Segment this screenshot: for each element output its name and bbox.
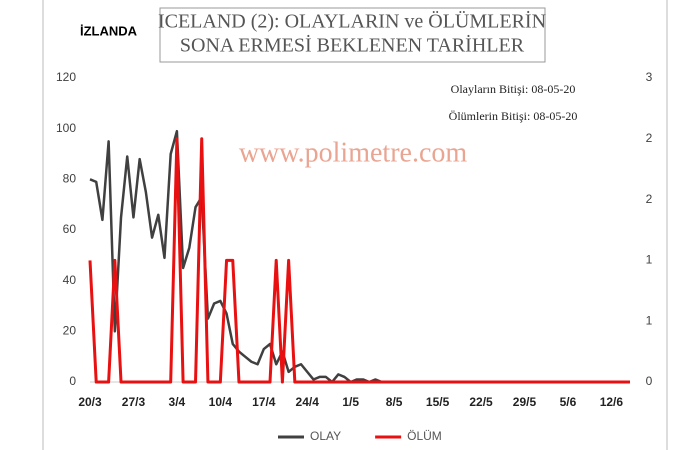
legend-label: OLAY: [310, 429, 341, 443]
y2-tick-label: 2: [646, 131, 653, 145]
x-tick-label: 20/3: [78, 395, 102, 409]
chart-title: SONA ERMESİ BEKLENEN TARİHLER: [180, 34, 525, 57]
x-tick-label: 15/5: [426, 395, 450, 409]
x-tick-label: 3/4: [169, 395, 186, 409]
y2-tick-label: 0: [646, 374, 653, 388]
watermark: www.polimetre.com: [239, 137, 468, 168]
y-tick-label: 20: [63, 324, 77, 338]
y2-tick-label: 1: [646, 313, 653, 327]
x-tick-label: 22/5: [469, 395, 493, 409]
y-tick-label: 100: [56, 121, 76, 135]
y-tick-label: 120: [56, 70, 76, 84]
x-tick-label: 27/3: [122, 395, 146, 409]
y-tick-label: 40: [63, 273, 77, 287]
y2-tick-label: 2: [646, 192, 653, 206]
annotation: Ölümlerin Bitişi: 08-05-20: [449, 109, 578, 123]
chart-title: ICELAND (2): OLAYLARIN ve ÖLÜMLERİN: [158, 10, 546, 33]
y-tick-label: 60: [63, 222, 77, 236]
y-tick-label: 0: [69, 374, 76, 388]
y-tick-label: 80: [63, 172, 77, 186]
country-label: İZLANDA: [80, 23, 138, 38]
y2-tick-label: 1: [646, 253, 653, 267]
x-tick-label: 10/4: [209, 395, 233, 409]
x-tick-label: 1/5: [342, 395, 359, 409]
x-tick-label: 17/4: [252, 395, 276, 409]
x-tick-label: 5/6: [560, 395, 577, 409]
legend-label: ÖLÜM: [407, 429, 442, 443]
title-box: [159, 7, 546, 63]
x-tick-label: 8/5: [386, 395, 403, 409]
x-tick-label: 12/6: [600, 395, 624, 409]
x-tick-label: 24/4: [296, 395, 320, 409]
y2-tick-label: 3: [646, 70, 653, 84]
series-line: [88, 137, 630, 384]
x-tick-label: 29/5: [513, 395, 537, 409]
annotation: Olayların Bitişi: 08-05-20: [451, 82, 576, 96]
